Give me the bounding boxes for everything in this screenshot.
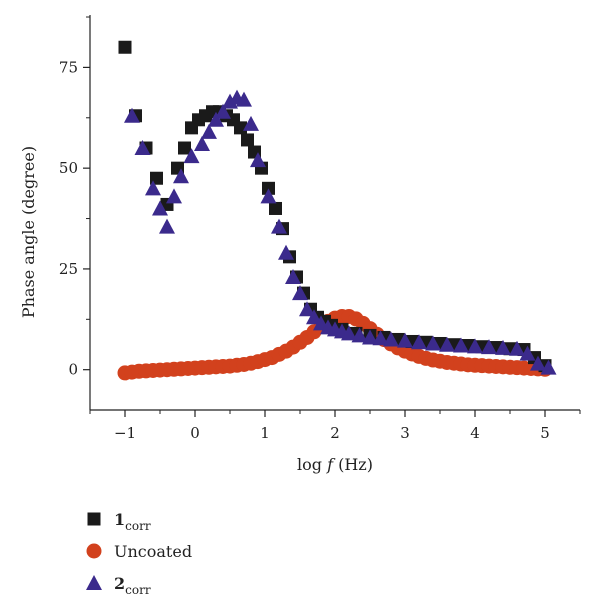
data-point-triangle (173, 168, 189, 184)
legend-label: 1corr (114, 510, 151, 533)
series-triangle (124, 89, 557, 375)
legend-label-subscript: corr (125, 519, 151, 533)
data-point-triangle (166, 188, 182, 204)
data-point-triangle (271, 218, 287, 234)
data-point-triangle (299, 301, 315, 317)
data-point-triangle (250, 152, 266, 168)
x-tick-label: 4 (470, 424, 480, 442)
legend-marker-circle (86, 543, 102, 559)
data-point-square (178, 141, 191, 155)
data-point-triangle (243, 115, 259, 131)
data-point-triangle (351, 327, 368, 343)
data-point-triangle (215, 103, 231, 119)
legend-label-main: 2 (114, 574, 125, 593)
data-point-triangle (201, 123, 217, 139)
data-point-triangle (383, 331, 399, 347)
legend-label-subscript: corr (125, 583, 151, 597)
data-point-triangle (530, 355, 546, 371)
data-point-triangle (159, 218, 175, 234)
y-ticks: 0 25 50 75 (59, 16, 90, 379)
data-point-triangle (453, 337, 469, 353)
data-point-triangle (152, 200, 168, 216)
legend-label-main: Uncoated (114, 542, 192, 561)
legend-marker-triangle (86, 575, 102, 590)
legend-label-main: 1 (114, 510, 125, 529)
y-tick-label: 25 (59, 260, 78, 278)
data-point-triangle (208, 111, 224, 127)
data-point-triangle (194, 135, 210, 151)
axes: −1 0 1 2 3 4 5 0 25 50 75 (59, 15, 581, 442)
data-point-triangle (145, 180, 161, 196)
x-axis-title-variable: f (326, 455, 336, 474)
x-axis-title-suffix: (Hz) (333, 455, 373, 474)
data-point-triangle (222, 93, 238, 109)
data-point-triangle (341, 325, 357, 341)
data-point-square (262, 181, 275, 195)
x-ticks: −1 0 1 2 3 4 5 (89, 410, 581, 442)
y-tick-label: 75 (59, 58, 78, 76)
y-tick-label: 0 (68, 361, 78, 379)
data-point-triangle (183, 148, 200, 164)
data-point-triangle (397, 332, 413, 348)
data-point-triangle (425, 335, 441, 351)
data-point-square (269, 201, 282, 215)
x-axis-title: log f (Hz) (297, 455, 373, 474)
data-point-triangle (495, 339, 511, 355)
data-point-triangle (467, 338, 483, 354)
data-point-triangle (285, 268, 301, 284)
x-tick-label: 3 (400, 424, 410, 442)
data-point-triangle (362, 329, 378, 345)
data-point-triangle (134, 140, 151, 156)
legend-item: Uncoated (86, 542, 192, 561)
data-point-triangle (292, 285, 308, 301)
data-point-square (241, 133, 254, 147)
y-axis-title: Phase angle (degree) (19, 146, 38, 318)
x-tick-label: 2 (330, 424, 340, 442)
data-point-square (234, 121, 247, 135)
plot-series (117, 40, 557, 381)
data-point-triangle (372, 330, 389, 346)
x-tick-label: 5 (540, 424, 550, 442)
data-point-triangle (236, 91, 252, 107)
x-axis-title-prefix: log (297, 455, 327, 474)
data-point-triangle (306, 309, 322, 325)
data-point-triangle (278, 244, 294, 260)
data-point-square (118, 40, 132, 54)
legend-item: 1corr (87, 510, 151, 533)
legend-item: 2corr (86, 574, 151, 597)
x-tick-label: 0 (190, 424, 200, 442)
legend-label: 2corr (114, 574, 151, 597)
legend-label: Uncoated (114, 542, 192, 561)
legend-marker-square (87, 512, 101, 526)
data-point-triangle (540, 359, 557, 375)
data-point-triangle (481, 339, 497, 355)
x-tick-label: 1 (260, 424, 270, 442)
y-tick-label: 50 (59, 159, 78, 177)
data-point-triangle (124, 107, 140, 123)
data-point-triangle (439, 336, 455, 352)
data-point-triangle (519, 345, 536, 361)
data-point-triangle (509, 340, 525, 356)
data-point-triangle (411, 334, 427, 350)
data-point-triangle (260, 188, 277, 204)
x-tick-label: −1 (114, 424, 136, 442)
